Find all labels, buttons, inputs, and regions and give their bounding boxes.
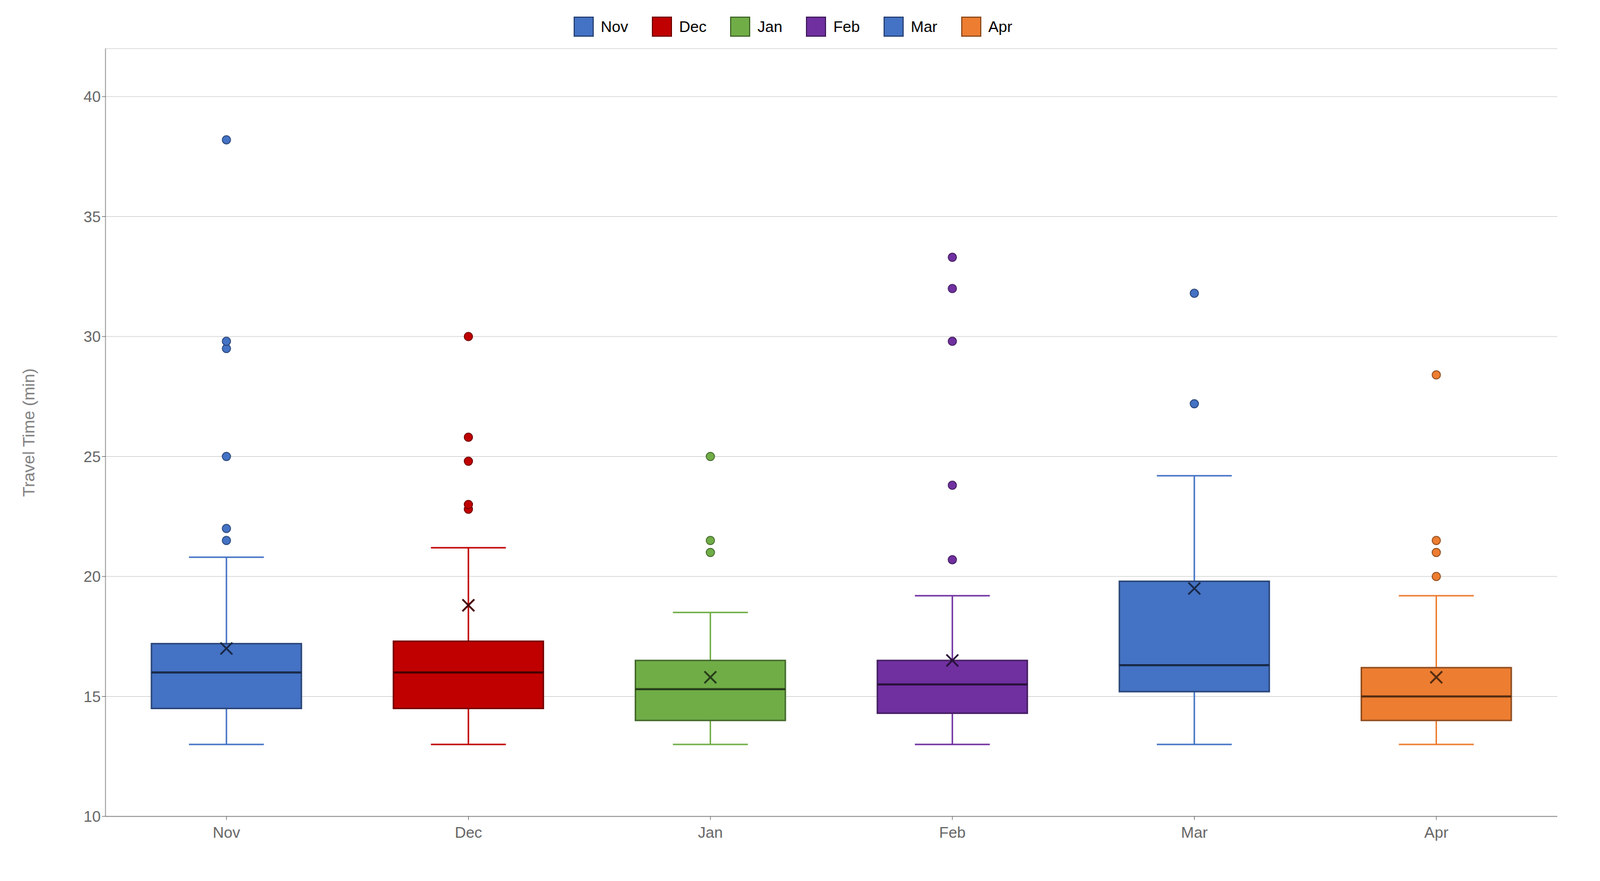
html-text:Jan: Jan — [757, 17, 783, 36]
html-text:Apr: Apr — [988, 17, 1013, 36]
svg-text:10: 10 — [83, 807, 101, 826]
html-text:Dec: Dec — [679, 17, 707, 36]
svg-text:Apr: Apr — [1424, 823, 1449, 842]
svg-text:40: 40 — [83, 87, 101, 106]
svg-text:Nov: Nov — [212, 823, 240, 842]
svg-text:20: 20 — [83, 567, 101, 586]
html-text:Nov: Nov — [600, 17, 629, 36]
svg-text:Mar: Mar — [1181, 823, 1208, 842]
html-text:Mar: Mar — [910, 17, 938, 36]
svg-text:Dec: Dec — [454, 823, 482, 842]
svg-text:35: 35 — [83, 208, 101, 226]
svg-text:30: 30 — [83, 327, 101, 346]
svg-text:Feb: Feb — [939, 823, 966, 842]
svg-text:15: 15 — [83, 688, 101, 706]
svg-text:Jan: Jan — [698, 823, 723, 842]
svg-text:25: 25 — [83, 448, 101, 466]
svg-text:Travel Time (min): Travel Time (min) — [19, 368, 38, 498]
html-text:Feb: Feb — [833, 17, 860, 36]
